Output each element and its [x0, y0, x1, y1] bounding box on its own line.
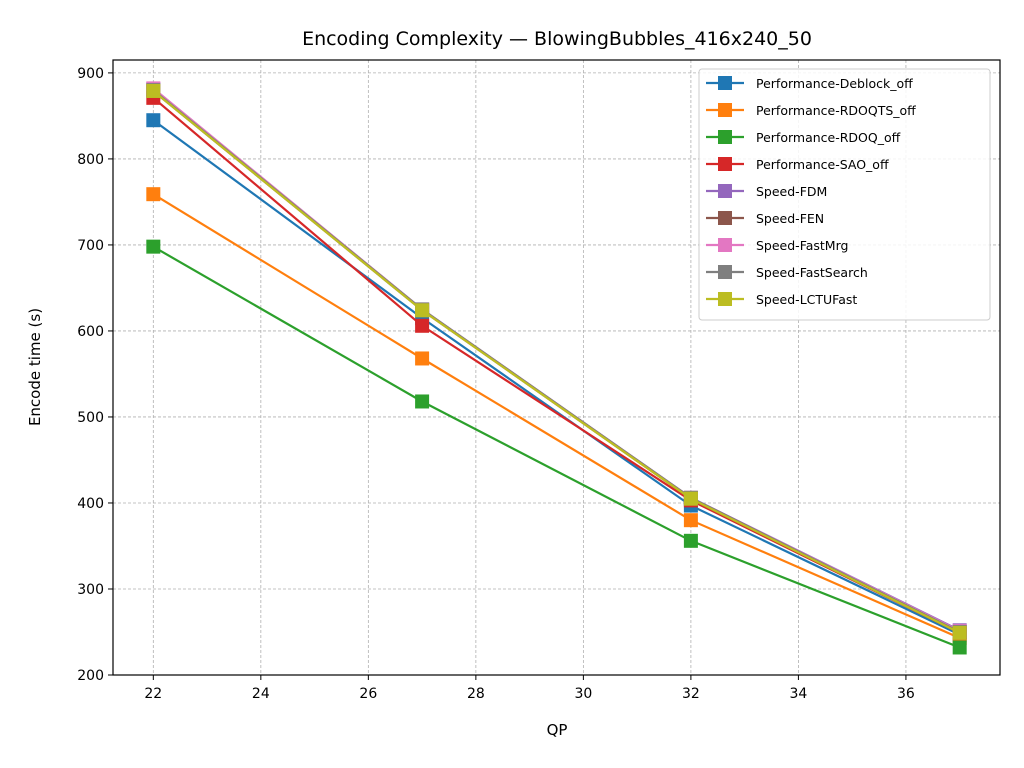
- chart-title: Encoding Complexity — BlowingBubbles_416…: [302, 28, 812, 50]
- data-point: [683, 533, 698, 548]
- data-point: [415, 351, 430, 366]
- legend-marker: [718, 103, 732, 117]
- legend-label: Performance-RDOQ_off: [756, 130, 901, 145]
- y-tick-label: 500: [77, 410, 104, 426]
- legend-label: Performance-RDOQTS_off: [756, 103, 916, 118]
- data-point: [415, 394, 430, 409]
- data-point: [683, 513, 698, 528]
- legend-item: Performance-Deblock_off: [706, 76, 913, 91]
- legend-marker: [718, 76, 732, 90]
- data-point: [952, 625, 967, 640]
- legend-label: Speed-FDM: [756, 184, 827, 199]
- data-point: [415, 318, 430, 333]
- legend-marker: [718, 184, 732, 198]
- y-tick-label: 700: [77, 238, 104, 254]
- legend-marker: [718, 238, 732, 252]
- ticks: 22 24 26 28 30 32 34 36 200 300 400 500 600 700 800 900: [77, 66, 915, 702]
- legend-item: Performance-SAO_off: [706, 157, 889, 172]
- series-speed-lctufast: [146, 83, 967, 640]
- x-tick-label: 34: [789, 686, 807, 702]
- legend-box: [698, 68, 991, 321]
- legend: Performance-Deblock_off Performance-RDOQT…: [698, 68, 991, 321]
- x-tick-label: 22: [144, 686, 162, 702]
- x-tick-label: 30: [574, 686, 592, 702]
- plot-frame: [112, 59, 1001, 676]
- y-tick-label: 200: [77, 668, 104, 684]
- legend-item: Speed-LCTUFast: [706, 292, 857, 307]
- series-layer: [146, 81, 967, 655]
- legend-marker: [718, 130, 732, 144]
- x-axis-label: QP: [547, 721, 568, 739]
- legend-item: Speed-FEN: [706, 211, 824, 226]
- y-tick-label: 800: [77, 152, 104, 168]
- series-line: [152, 245, 961, 649]
- data-point: [415, 303, 430, 318]
- y-tick-label: 300: [77, 582, 104, 598]
- y-axis-label: Encode time (s): [26, 308, 44, 426]
- series-line: [152, 193, 961, 640]
- legend-label: Speed-LCTUFast: [756, 292, 857, 307]
- legend-item: Performance-RDOQ_off: [706, 130, 901, 145]
- x-tick-label: 24: [252, 686, 270, 702]
- data-point: [146, 187, 161, 202]
- legend-item: Speed-FastMrg: [706, 238, 848, 253]
- x-tick-label: 28: [467, 686, 485, 702]
- legend-label: Speed-FastMrg: [756, 238, 848, 253]
- legend-marker: [718, 211, 732, 225]
- legend-item: Speed-FastSearch: [706, 265, 868, 280]
- x-tick-label: 32: [682, 686, 700, 702]
- legend-label: Performance-Deblock_off: [756, 76, 913, 91]
- y-tick-label: 900: [77, 66, 104, 82]
- series-performance-rdoq_off: [146, 239, 967, 655]
- legend-marker: [718, 265, 732, 279]
- legend-label: Speed-FEN: [756, 211, 824, 226]
- y-tick-label: 600: [77, 324, 104, 340]
- legend-label: Speed-FastSearch: [756, 265, 868, 280]
- legend-item: Speed-FDM: [706, 184, 827, 199]
- data-point: [146, 83, 161, 98]
- legend-label: Performance-SAO_off: [756, 157, 889, 172]
- data-point: [683, 491, 698, 506]
- x-tick-label: 36: [897, 686, 915, 702]
- x-tick-label: 26: [359, 686, 377, 702]
- data-point: [146, 239, 161, 254]
- legend-marker: [718, 157, 732, 171]
- grid: [113, 60, 1000, 676]
- series-line: [152, 90, 961, 634]
- legend-marker: [718, 292, 732, 306]
- y-tick-label: 400: [77, 496, 104, 512]
- legend-item: Performance-RDOQTS_off: [706, 103, 916, 118]
- data-point: [146, 113, 161, 128]
- data-point: [952, 640, 967, 655]
